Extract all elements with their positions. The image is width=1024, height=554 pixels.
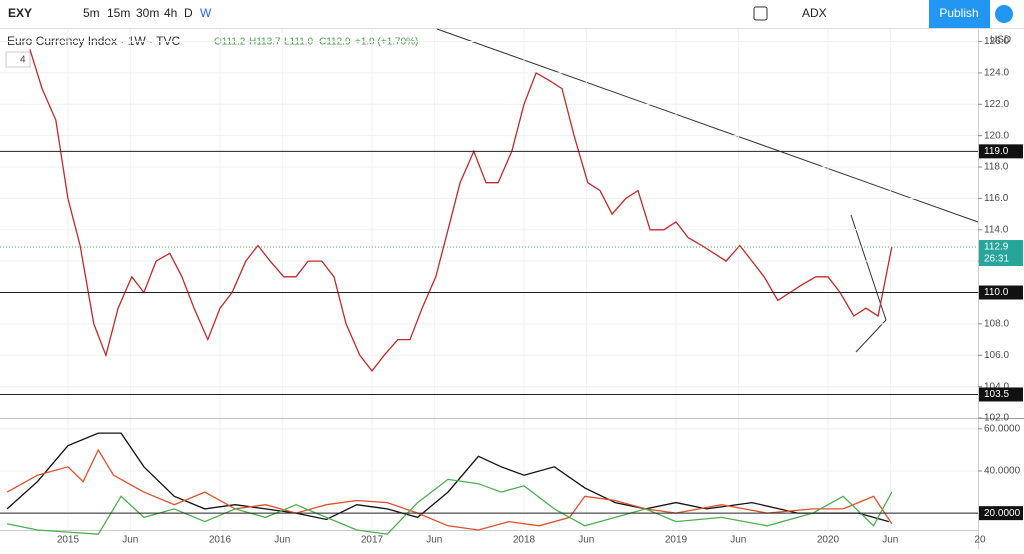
interval[interactable]: 4h — [164, 6, 177, 20]
y-tick-label: 40.0000 — [984, 466, 1021, 477]
x-tick-label: Jun — [578, 535, 594, 546]
y-tick-label: 126.0 — [984, 36, 1009, 47]
x-tick-label: Jun — [730, 535, 746, 546]
price-badge-label: 119.0 — [984, 146, 1009, 157]
price-badge-label: 103.5 — [984, 389, 1009, 400]
x-tick-label: 2015 — [57, 535, 80, 546]
y-tick-label: 108.0 — [984, 319, 1009, 330]
interval[interactable]: D — [184, 6, 193, 20]
price-badge — [979, 387, 1023, 402]
x-tick-label: Jun — [426, 535, 442, 546]
x-tick-label: 2019 — [665, 535, 688, 546]
price-badge — [979, 506, 1023, 521]
x-tick-label: 20 — [974, 535, 986, 546]
x-tick-label: Jun — [274, 535, 290, 546]
interval[interactable]: 15m — [107, 6, 130, 20]
y-tick-label: 120.0 — [984, 130, 1009, 141]
x-tick-label: 2017 — [361, 535, 384, 546]
y-tick-label: 102.0 — [984, 413, 1009, 424]
x-tick-label: Jun — [122, 535, 138, 546]
symbol[interactable]: EXY — [8, 6, 32, 20]
y-tick-label: 104.0 — [984, 381, 1009, 392]
legend-low: L111.0 — [284, 37, 314, 48]
indicator-button[interactable]: ADX — [802, 6, 827, 20]
last-price-badge — [979, 240, 1023, 267]
x-tick-label: 2016 — [209, 535, 232, 546]
wedge-drawing — [850, 214, 887, 353]
trend-line — [436, 28, 979, 223]
interval[interactable]: 5m — [83, 6, 100, 20]
price-badge-label: 110.0 — [984, 287, 1009, 298]
y-tick-label: 118.0 — [984, 162, 1009, 173]
publish-button[interactable] — [929, 0, 990, 28]
y-tick-label: 124.0 — [984, 68, 1009, 79]
series-line — [6, 432, 889, 523]
currency: USD — [990, 35, 1011, 46]
y-tick-label: 116.0 — [984, 193, 1009, 204]
last-price-label: 112.9 — [984, 242, 1009, 253]
price-badge-label: 20.0000 — [984, 508, 1021, 519]
play-button[interactable] — [995, 5, 1013, 23]
interval[interactable]: W — [200, 6, 212, 20]
x-tick-label: Jun — [882, 535, 898, 546]
publish-label: Publish — [939, 6, 978, 20]
legend-open: O111.2 — [214, 37, 246, 48]
legend-high: H113.7 — [249, 37, 281, 48]
toolbar — [0, 0, 1024, 28]
series-line — [6, 478, 893, 535]
series-line — [29, 49, 893, 372]
legend-close: C112.9 — [319, 37, 351, 48]
price-badge — [979, 144, 1023, 159]
y-tick-label: 122.0 — [984, 99, 1009, 110]
x-tick-label: 2020 — [817, 535, 840, 546]
price-badge — [979, 285, 1023, 300]
y-tick-label: 106.0 — [984, 350, 1009, 361]
legend-count: 4 — [20, 55, 26, 66]
y-tick-label: 60.0000 — [984, 424, 1021, 435]
bar-countdown: 26:31 — [984, 254, 1009, 265]
layout-icon[interactable] — [753, 6, 768, 21]
x-tick-label: 2018 — [513, 535, 536, 546]
y-tick-label: 114.0 — [984, 224, 1009, 235]
legend-toggle[interactable] — [5, 51, 31, 68]
interval[interactable]: 30m — [136, 6, 159, 20]
legend-change: +1.9 (+1.70%) — [355, 37, 418, 48]
